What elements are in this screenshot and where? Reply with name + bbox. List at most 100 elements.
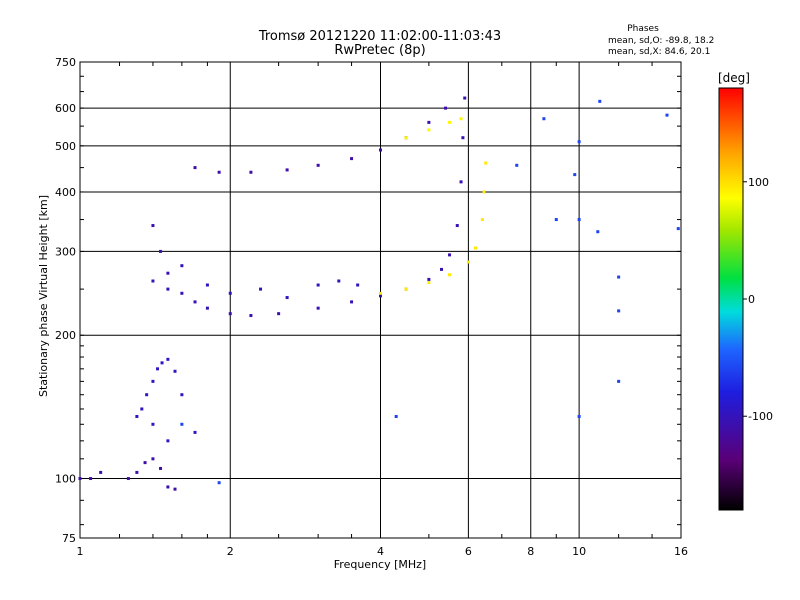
data-point — [617, 379, 621, 383]
x-tick-label: 2 — [227, 545, 234, 558]
data-point — [173, 369, 177, 373]
data-point — [151, 422, 155, 426]
data-point — [285, 296, 289, 300]
y-tick-label: 300 — [55, 245, 76, 258]
y-tick-label: 200 — [55, 329, 76, 342]
data-point — [285, 168, 289, 172]
x-tick-label: 1 — [77, 545, 84, 558]
y-tick-labels: 75 100 200 300 400 500 600 750 — [55, 56, 76, 545]
data-point — [484, 161, 488, 165]
data-point — [676, 227, 680, 231]
data-point — [159, 466, 163, 470]
data-point — [617, 309, 621, 313]
data-point — [617, 275, 621, 279]
colorbar-tick-label: 100 — [748, 176, 769, 189]
data-point — [379, 148, 382, 152]
colorbar-gradient — [718, 87, 744, 511]
data-point — [180, 291, 184, 295]
data-point — [463, 96, 467, 100]
y-axis-label: Stationary phase Virtual Height [km] — [37, 195, 50, 397]
data-point — [573, 173, 577, 177]
minor-ticks — [80, 61, 681, 538]
data-point — [159, 249, 163, 253]
data-point — [166, 287, 170, 291]
x-tick-label: 4 — [377, 545, 384, 558]
x-tick-labels: 1 2 4 6 8 10 16 — [77, 545, 689, 558]
data-point — [217, 481, 221, 485]
chart-subtitle: RwPretec (8p) — [334, 43, 425, 58]
data-point — [577, 218, 581, 222]
data-point — [554, 218, 558, 222]
data-point — [542, 117, 546, 121]
data-point — [151, 379, 155, 383]
data-point — [193, 430, 197, 434]
data-point — [448, 273, 452, 277]
data-points — [78, 96, 680, 491]
data-point — [427, 120, 431, 124]
data-point — [180, 393, 184, 397]
y-tick-label: 100 — [55, 473, 76, 486]
data-point — [427, 128, 431, 132]
data-point — [151, 457, 155, 461]
data-point — [515, 163, 519, 167]
data-point — [427, 277, 431, 281]
data-point — [356, 283, 360, 287]
y-tick-label: 750 — [55, 56, 76, 69]
data-point — [337, 279, 341, 283]
data-point — [440, 267, 444, 271]
data-point — [316, 163, 320, 167]
data-point — [482, 190, 486, 194]
data-point — [249, 170, 253, 174]
data-point — [205, 283, 209, 287]
y-tick-label: 600 — [55, 102, 76, 115]
data-point — [180, 264, 184, 268]
phase-info-x: mean, sd,X: 84.6, 20.1 — [608, 47, 710, 57]
data-point — [249, 314, 253, 318]
data-point — [404, 287, 408, 291]
data-point — [228, 291, 232, 295]
data-point — [480, 218, 484, 222]
y-tick-label: 400 — [55, 186, 76, 199]
data-point — [166, 357, 170, 361]
data-point — [427, 281, 431, 285]
data-point — [577, 414, 581, 418]
x-tick-label: 8 — [527, 545, 534, 558]
data-point — [205, 306, 209, 310]
data-point — [665, 113, 669, 117]
data-point — [350, 157, 354, 161]
data-point — [126, 477, 130, 481]
data-point — [143, 461, 147, 465]
data-point — [404, 136, 408, 140]
data-point — [277, 312, 281, 316]
data-point — [78, 477, 82, 481]
data-point — [316, 283, 320, 287]
x-tick-label: 6 — [465, 545, 472, 558]
x-tick-label: 10 — [572, 545, 586, 558]
data-point — [461, 136, 465, 140]
data-point — [135, 470, 139, 474]
chart-title: Tromsø 20121220 11:02:00-11:03:43 — [258, 29, 501, 44]
data-point — [466, 260, 470, 264]
phase-info-heading: Phases — [627, 24, 659, 34]
plot-area: 1 2 4 6 8 10 16 75 100 200 300 400 500 600 750 — [55, 56, 688, 558]
data-point — [316, 306, 320, 310]
data-point — [379, 294, 382, 298]
data-point — [140, 407, 144, 411]
data-point — [166, 485, 170, 489]
data-point — [160, 361, 164, 365]
data-point — [444, 106, 448, 110]
data-point — [166, 439, 170, 443]
data-point — [151, 279, 155, 283]
data-point — [394, 414, 398, 418]
data-point — [180, 422, 184, 426]
data-point — [448, 253, 452, 257]
data-point — [173, 487, 177, 491]
data-point — [135, 414, 139, 418]
data-point — [596, 230, 600, 234]
colorbar-tick-label: -100 — [748, 410, 773, 423]
grid-lines — [80, 62, 681, 538]
y-tick-label: 75 — [62, 532, 76, 545]
data-point — [448, 120, 452, 124]
data-point — [473, 246, 477, 250]
